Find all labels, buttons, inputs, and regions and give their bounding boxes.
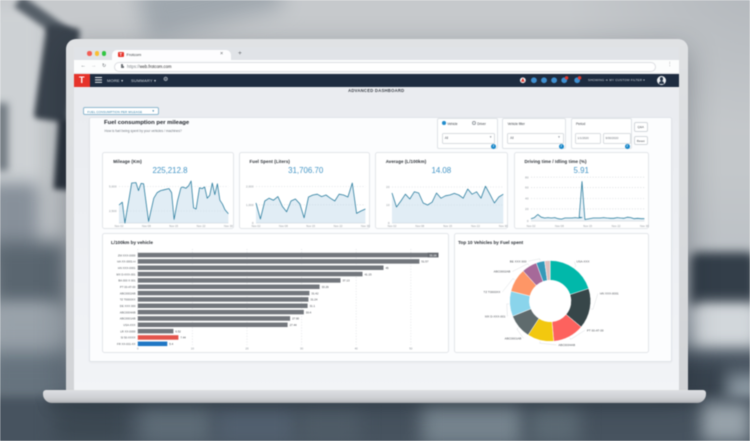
svg-text:Nov 30: Nov 30: [639, 224, 648, 228]
svg-text:ABC0002AB: ABC0002AB: [493, 269, 510, 273]
svg-text:6.52: 6.52: [175, 329, 181, 333]
svg-text:Nov 30: Nov 30: [499, 224, 508, 228]
svg-text:ABC0004AB: ABC0004AB: [119, 310, 135, 314]
svg-text:ABC0001AB: ABC0001AB: [504, 336, 521, 340]
svg-text:51.57: 51.57: [421, 259, 428, 263]
svg-text:MX D-XXX-001: MX D-XXX-001: [116, 272, 136, 276]
svg-text:2,500: 2,500: [109, 209, 117, 213]
svg-text:ZM XXX-0000: ZM XXX-0000: [117, 253, 135, 257]
svg-text:HA XX-0001-H: HA XX-0001-H: [117, 259, 135, 263]
svg-text:PT 00-AT-00: PT 00-AT-00: [586, 328, 603, 332]
svg-text:31.42: 31.42: [311, 291, 318, 295]
svg-text:80: 80: [525, 175, 529, 179]
svg-text:5.4: 5.4: [169, 342, 173, 346]
svg-text:BA 000 X 001: BA 000 X 001: [118, 278, 136, 282]
svg-text:10: 10: [386, 203, 390, 207]
svg-text:Nov 22: Nov 22: [333, 224, 342, 228]
svg-text:Nov 22: Nov 22: [611, 224, 620, 228]
svg-text:FR XX-001-XX: FR XX-001-XX: [117, 342, 136, 346]
svg-text:USA-XXX: USA-XXX: [576, 259, 589, 263]
svg-text:2,000: 2,000: [246, 185, 254, 189]
svg-text:DE XXX 000: DE XXX 000: [119, 304, 135, 308]
svg-text:40: 40: [525, 197, 529, 201]
svg-text:30.4: 30.4: [305, 310, 311, 314]
svg-text:27.44: 27.44: [289, 323, 296, 327]
svg-text:Nov 22: Nov 22: [197, 224, 206, 228]
svg-text:Nov 02: Nov 02: [526, 224, 535, 228]
svg-text:BE XXX 000: BE XXX 000: [509, 259, 526, 263]
svg-text:31.1: 31.1: [309, 304, 315, 308]
svg-text:Nov 15: Nov 15: [583, 224, 592, 228]
svg-text:10: 10: [190, 346, 194, 350]
svg-text:30: 30: [299, 346, 303, 350]
svg-text:20: 20: [525, 207, 529, 211]
svg-text:31.24: 31.24: [310, 297, 317, 301]
svg-text:0: 0: [526, 219, 528, 223]
svg-text:Nov 30: Nov 30: [360, 224, 369, 228]
svg-text:MX D-XXX-001: MX D-XXX-001: [485, 314, 506, 318]
svg-text:Nov 15: Nov 15: [170, 224, 179, 228]
svg-text:SI 50-XXXX: SI 50-XXXX: [120, 335, 135, 339]
svg-text:Nov 08: Nov 08: [142, 224, 151, 228]
svg-text:Nov 02: Nov 02: [115, 224, 124, 228]
svg-text:HN XXX-0001: HN XXX-0001: [599, 291, 618, 295]
svg-text:Nov 30: Nov 30: [224, 224, 233, 228]
svg-text:Nov 02: Nov 02: [251, 224, 260, 228]
svg-text:HN XXX-0001: HN XXX-0001: [117, 265, 135, 269]
svg-text:PT 00-AT-00: PT 00-AT-00: [119, 285, 135, 289]
svg-text:20: 20: [245, 346, 249, 350]
svg-text:33.29: 33.29: [321, 285, 328, 289]
svg-text:ABC0002AB: ABC0002AB: [119, 291, 135, 295]
svg-text:ABC0004AB: ABC0004AB: [558, 343, 575, 347]
svg-text:Nov 08: Nov 08: [554, 224, 563, 228]
svg-text:55.08: 55.08: [429, 253, 436, 257]
svg-text:27.90: 27.90: [292, 316, 299, 320]
svg-text:1,000: 1,000: [246, 203, 254, 207]
svg-text:TZ T0000XX: TZ T0000XX: [119, 297, 135, 301]
svg-text:20: 20: [386, 185, 390, 189]
svg-text:45: 45: [385, 265, 389, 269]
svg-text:40: 40: [354, 346, 358, 350]
svg-text:5,000: 5,000: [109, 185, 117, 189]
svg-text:7.44: 7.44: [180, 335, 186, 339]
svg-text:Nov 22: Nov 22: [471, 224, 480, 228]
svg-text:0: 0: [136, 346, 138, 350]
svg-text:Nov 08: Nov 08: [278, 224, 287, 228]
svg-text:41.15: 41.15: [364, 272, 371, 276]
svg-text:USA-XXX: USA-XXX: [123, 323, 135, 327]
svg-text:0: 0: [388, 221, 390, 225]
svg-text:TZ T0000XX: TZ T0000XX: [483, 290, 500, 294]
svg-text:37.13: 37.13: [342, 278, 349, 282]
svg-text:Nov 15: Nov 15: [306, 224, 315, 228]
svg-text:ABC0001AB: ABC0001AB: [119, 316, 135, 320]
svg-text:LR XX-0000: LR XX-0000: [120, 329, 136, 333]
svg-text:60: 60: [525, 186, 529, 190]
svg-text:Nov 15: Nov 15: [443, 224, 452, 228]
svg-text:Nov 08: Nov 08: [415, 224, 424, 228]
svg-text:Nov 02: Nov 02: [387, 224, 396, 228]
svg-text:50: 50: [409, 346, 413, 350]
svg-text:0: 0: [251, 221, 253, 225]
